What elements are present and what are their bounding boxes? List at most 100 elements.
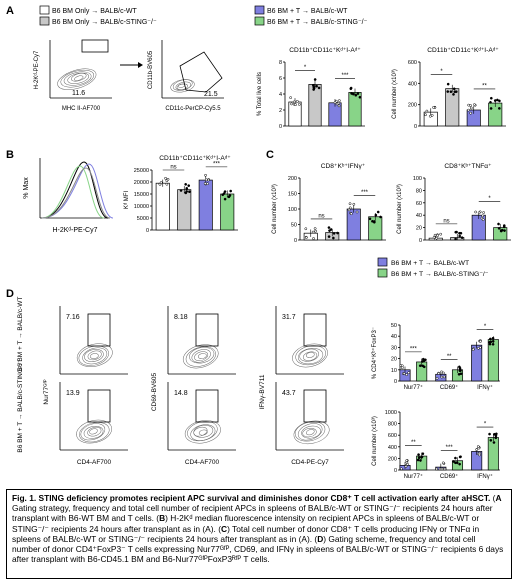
data-point	[314, 229, 317, 233]
flow-d-contour	[76, 419, 113, 444]
data-point	[476, 445, 480, 448]
data-point	[492, 441, 496, 444]
chart-a1-ylabel: % Total live cells	[257, 72, 263, 116]
data-point	[454, 456, 457, 460]
data-point	[315, 84, 318, 88]
bar	[155, 182, 170, 231]
sig-label: ***	[361, 190, 369, 196]
flow-d-contour	[303, 351, 318, 361]
flow-d-contour	[83, 426, 104, 439]
histogram-curve	[41, 167, 111, 219]
chart-c2-tick-label: 0	[419, 238, 422, 244]
data-point	[469, 106, 473, 110]
data-point	[204, 173, 207, 177]
flow-d-contour	[191, 349, 211, 363]
flow-d-contour	[297, 423, 323, 441]
flow-d-gate-value: 8.18	[174, 314, 188, 321]
flow-d-contour	[305, 352, 315, 358]
sig-label: *	[484, 422, 487, 428]
data-point	[481, 218, 485, 221]
data-point	[478, 453, 481, 457]
data-point	[165, 179, 169, 183]
data-point	[294, 103, 297, 106]
flow-d-contour	[87, 426, 102, 437]
bar	[346, 208, 361, 241]
data-point	[497, 107, 501, 110]
data-point	[432, 235, 436, 239]
legend-label: B6 BM Only → BALB/c-WT	[52, 8, 138, 15]
data-point	[406, 462, 409, 466]
data-point	[474, 210, 477, 214]
data-point	[440, 467, 444, 471]
flow-d-contour	[78, 345, 109, 366]
data-point	[497, 226, 501, 230]
data-point	[327, 226, 331, 229]
chart-c2-ylabel: Cell number (x10³)	[397, 184, 403, 234]
data-point	[454, 90, 458, 94]
data-point	[179, 189, 183, 192]
data-point	[489, 100, 492, 104]
sig-label: ns	[318, 213, 324, 219]
data-point	[184, 182, 188, 186]
panel-letter-d: D	[6, 288, 14, 300]
chart-a1-tick-label: 2	[279, 108, 282, 114]
flow-d-contour	[190, 424, 216, 441]
legend-label: B6 BM + T → BALB/c-STING⁻/⁻	[267, 19, 368, 26]
chart-a1-tick-label: 4	[279, 92, 282, 98]
data-point	[407, 371, 411, 375]
data-point	[402, 372, 406, 375]
flow-a2-xlabel: CD11c-PerCP-Cy5.5	[165, 106, 221, 112]
flow-a2-contour	[178, 83, 186, 88]
chart-a1-tick-label: 6	[279, 76, 282, 82]
data-point	[418, 364, 422, 368]
data-point	[467, 108, 470, 112]
data-point	[313, 227, 317, 230]
data-point	[437, 372, 441, 375]
data-point	[329, 228, 333, 231]
chart-d2-tick-label: 600	[388, 433, 397, 439]
data-point	[405, 459, 409, 462]
data-point	[358, 95, 362, 99]
legend-d-label: B6 BM + T → BALB/c-WT	[391, 260, 469, 267]
data-point	[473, 103, 476, 106]
legend-d-swatch	[377, 268, 388, 278]
chart-b-ylabel: Kᵈ MFI	[123, 191, 130, 210]
flow-d-contour	[89, 353, 99, 359]
flow-d-contour	[297, 347, 324, 365]
data-point	[164, 176, 167, 180]
data-point	[420, 455, 423, 459]
data-point	[489, 337, 492, 341]
data-point	[304, 227, 308, 231]
flow-d-gate	[195, 389, 219, 423]
chart-d1-tick-label: 0	[394, 379, 397, 385]
data-point	[356, 92, 360, 96]
chart-a1-tick-label: 8	[279, 60, 282, 66]
data-point	[207, 178, 210, 182]
chart-c1-tick-label: 0	[294, 238, 297, 244]
data-point	[332, 236, 335, 240]
data-point	[452, 87, 456, 91]
legend-swatch	[254, 16, 265, 26]
bar	[308, 84, 322, 127]
data-point	[454, 237, 457, 241]
data-point	[227, 195, 231, 199]
flow-d-row-label: B6 BM + T → BALB/c-STING⁻/⁻	[17, 359, 24, 453]
data-point	[221, 193, 225, 197]
data-point	[481, 214, 485, 218]
flow-d-contour	[194, 351, 209, 361]
chart-c2-tick-label: 40	[416, 213, 422, 219]
flow-d-ylabel: Nur77ᴳᶠᴾ	[43, 379, 50, 404]
data-point	[475, 448, 479, 451]
sig-label: ns	[443, 218, 449, 224]
flow-a1-contour	[67, 72, 89, 84]
panel-letter-b: B	[6, 149, 14, 161]
data-point	[349, 87, 353, 91]
figure-caption: Fig. 1. STING deficiency promotes recipi…	[6, 489, 512, 579]
data-point	[417, 453, 420, 456]
data-point	[327, 235, 331, 238]
flow-a2-gate-value: 21.5	[204, 91, 218, 98]
chart-a2-ylabel: Cell number (x10³)	[392, 69, 398, 119]
chart-a2-tick-label: 200	[408, 103, 417, 109]
data-point	[446, 90, 450, 93]
data-point	[416, 458, 420, 462]
